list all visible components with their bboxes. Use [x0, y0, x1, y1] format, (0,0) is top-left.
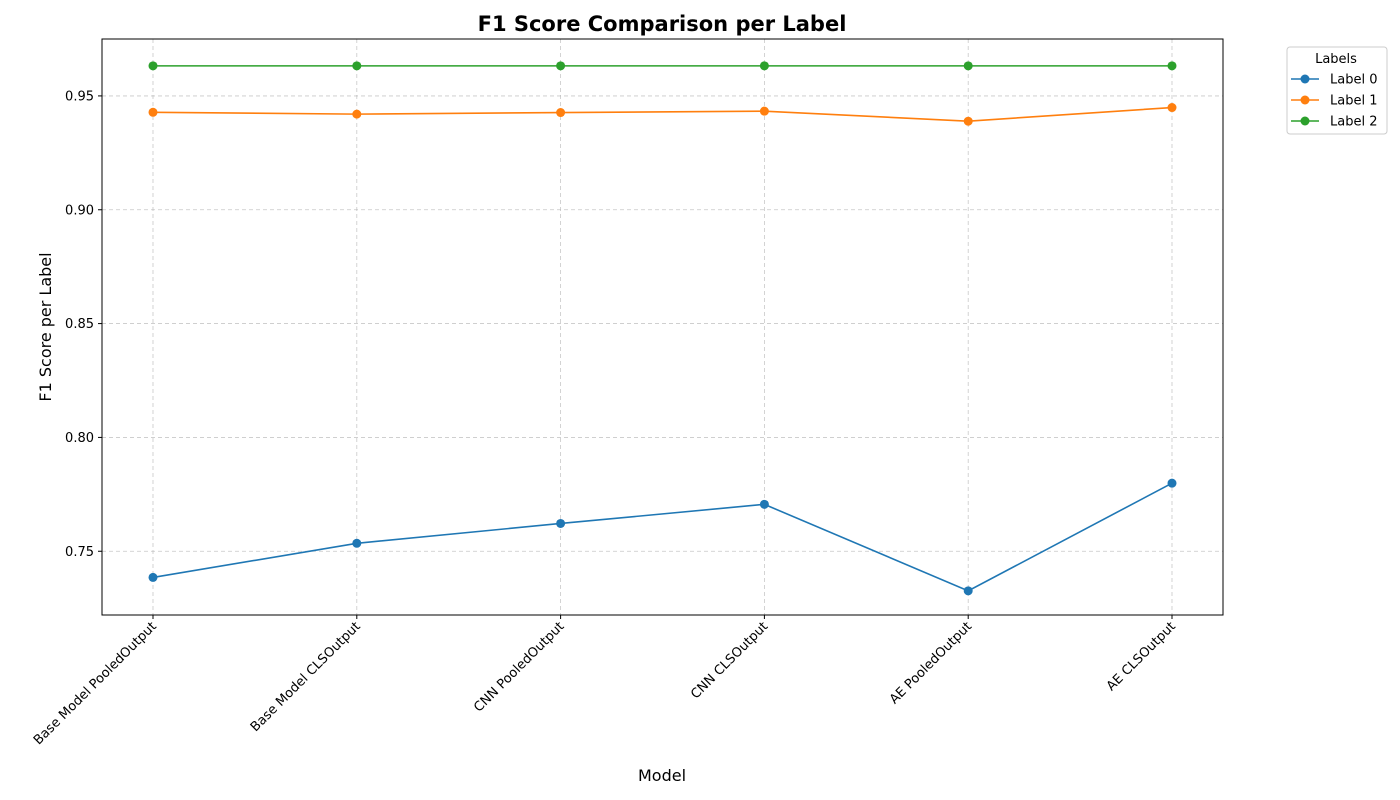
y-tick-label: 0.95 [65, 89, 94, 104]
series-label-1 [148, 103, 1177, 126]
chart-title: F1 Score Comparison per Label [478, 12, 847, 36]
legend-marker [1300, 74, 1310, 84]
data-point [556, 108, 566, 118]
data-point [963, 586, 973, 596]
grid-lines [102, 39, 1223, 615]
data-point [963, 116, 973, 126]
data-point [1167, 478, 1177, 488]
legend-item: Label 2 [1291, 115, 1377, 130]
legend-marker [1300, 95, 1310, 105]
data-point [148, 572, 158, 582]
legend-label: Label 2 [1330, 115, 1377, 130]
data-point [556, 61, 566, 71]
data-point [148, 61, 158, 71]
y-axis-ticks: 0.75 0.80 0.85 0.90 0.95 [65, 89, 102, 560]
data-point [759, 499, 769, 509]
x-tick-label: AE PooledOutput [887, 619, 975, 707]
y-tick-label: 0.85 [65, 317, 94, 332]
plot-area-frame [101, 38, 1224, 616]
legend-items: Label 0 Label 1 Label 2 [1291, 73, 1377, 130]
y-tick-label: 0.80 [65, 431, 94, 446]
x-tick-label: CNN PooledOutput [471, 619, 567, 715]
legend-label: Label 1 [1330, 94, 1377, 109]
series-line [152, 106, 1173, 122]
x-axis-ticks: Base Model PooledOutput Base Model CLSOut… [31, 615, 1179, 748]
data-point [1167, 103, 1177, 113]
legend-label: Label 0 [1330, 73, 1377, 88]
x-tick-label: CNN CLSOutput [688, 619, 771, 702]
legend-title: Labels [1315, 52, 1357, 67]
x-tick-label: Base Model PooledOutput [31, 619, 160, 748]
y-tick-label: 0.75 [65, 545, 94, 560]
data-point [352, 61, 362, 71]
legend-item: Label 0 [1291, 73, 1377, 88]
data-point [148, 107, 158, 117]
x-tick-label: AE CLSOutput [1104, 619, 1179, 694]
y-tick-label: 0.90 [65, 203, 94, 218]
data-point [556, 518, 566, 528]
data-point [759, 106, 769, 116]
data-point [1167, 61, 1177, 71]
legend-marker [1300, 116, 1310, 126]
x-tick-label: Base Model CLSOutput [248, 619, 364, 735]
series-label-2 [148, 61, 1177, 71]
x-axis-title: Model [638, 766, 686, 785]
data-point [352, 109, 362, 119]
series-line [152, 482, 1173, 592]
series-label-0 [148, 478, 1177, 596]
legend-item: Label 1 [1291, 94, 1377, 109]
legend-frame [1286, 46, 1388, 135]
data-point [963, 61, 973, 71]
data-point [759, 61, 769, 71]
series-layer [148, 61, 1177, 596]
data-point [352, 538, 362, 548]
legend: Labels Label 0 Label 1 Label 2 [1286, 46, 1388, 135]
y-axis-title: F1 Score per Label [36, 252, 55, 401]
